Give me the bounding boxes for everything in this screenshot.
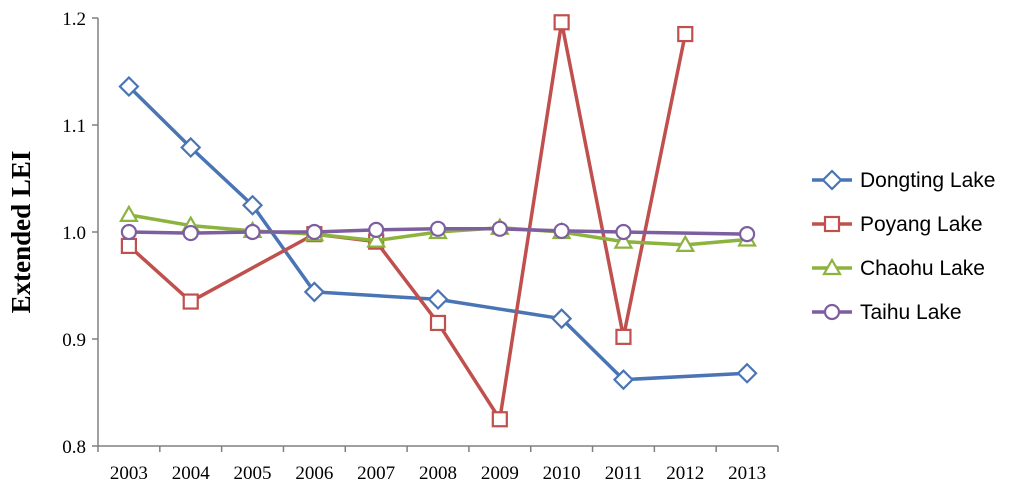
series-line (127, 85, 748, 382)
data-point (613, 231, 634, 249)
data-point (119, 204, 139, 222)
data-point (120, 237, 138, 255)
data-point (551, 308, 573, 330)
data-point (615, 328, 632, 345)
legend-item: Dongting Lake (812, 169, 995, 192)
x-tick-label: 2012 (666, 463, 704, 484)
data-point (182, 224, 199, 242)
legend-marker (822, 257, 842, 276)
legend-label: Taihu Lake (860, 301, 962, 324)
x-tick-label: 2006 (295, 463, 333, 484)
x-tick-label: 2005 (234, 463, 272, 484)
data-point (118, 75, 140, 98)
legend-marker (821, 169, 843, 191)
data-point (615, 223, 632, 241)
data-point (553, 222, 570, 240)
x-tick-label: 2007 (357, 463, 395, 484)
legend-item: Poyang Lake (812, 213, 983, 236)
data-point (491, 220, 508, 237)
y-axis-label: Extended LEI (6, 151, 36, 314)
x-tick-label: 2011 (605, 463, 642, 484)
data-point (491, 411, 508, 428)
y-tick-label: 1.2 (62, 9, 86, 30)
legend: Dongting Lake Poyang Lake Chaohu Lake Taihu… (812, 169, 995, 324)
data-point (427, 288, 449, 310)
data-point (306, 223, 323, 241)
series-dongting-lake (118, 75, 758, 391)
legend-label: Chaohu Lake (860, 257, 985, 280)
x-tick-label: 2010 (543, 463, 581, 484)
legend-label: Dongting Lake (860, 169, 995, 192)
y-tick-label: 1.1 (62, 116, 86, 137)
data-point (241, 194, 264, 216)
data-point (429, 314, 447, 332)
data-point (303, 281, 325, 303)
data-point (368, 221, 385, 238)
legend-label: Poyang Lake (860, 213, 983, 236)
y-tick-label: 0.8 (62, 437, 86, 458)
legend-marker (823, 215, 841, 233)
x-tick-label: 2013 (728, 463, 766, 484)
legend-item: Taihu Lake (812, 301, 962, 324)
legend-marker (823, 303, 841, 321)
data-point (429, 220, 447, 237)
x-tick-label: 2004 (172, 463, 211, 484)
data-point (738, 226, 756, 243)
data-point (120, 223, 138, 241)
series-taihu-lake (120, 220, 756, 243)
series-line (128, 227, 748, 236)
data-point (677, 25, 694, 43)
data-point (612, 369, 635, 391)
y-tick-label: 0.9 (62, 330, 86, 351)
data-point (675, 234, 696, 252)
data-point (182, 293, 199, 310)
data-point (244, 223, 261, 241)
data-point (366, 230, 387, 248)
legend-item: Chaohu Lake (812, 257, 985, 280)
data-point (553, 14, 570, 31)
x-tick-label: 2003 (110, 463, 148, 484)
data-point (180, 136, 202, 159)
x-tick-label: 2008 (419, 463, 457, 484)
data-point (736, 362, 758, 384)
y-tick-label: 1.0 (62, 223, 86, 244)
x-tick-label: 2009 (481, 463, 519, 484)
plot-area: 0.8 0.9 1.0 1.1 1.2 2003 2004 2005 2006 2007 2008 2… (62, 9, 779, 484)
